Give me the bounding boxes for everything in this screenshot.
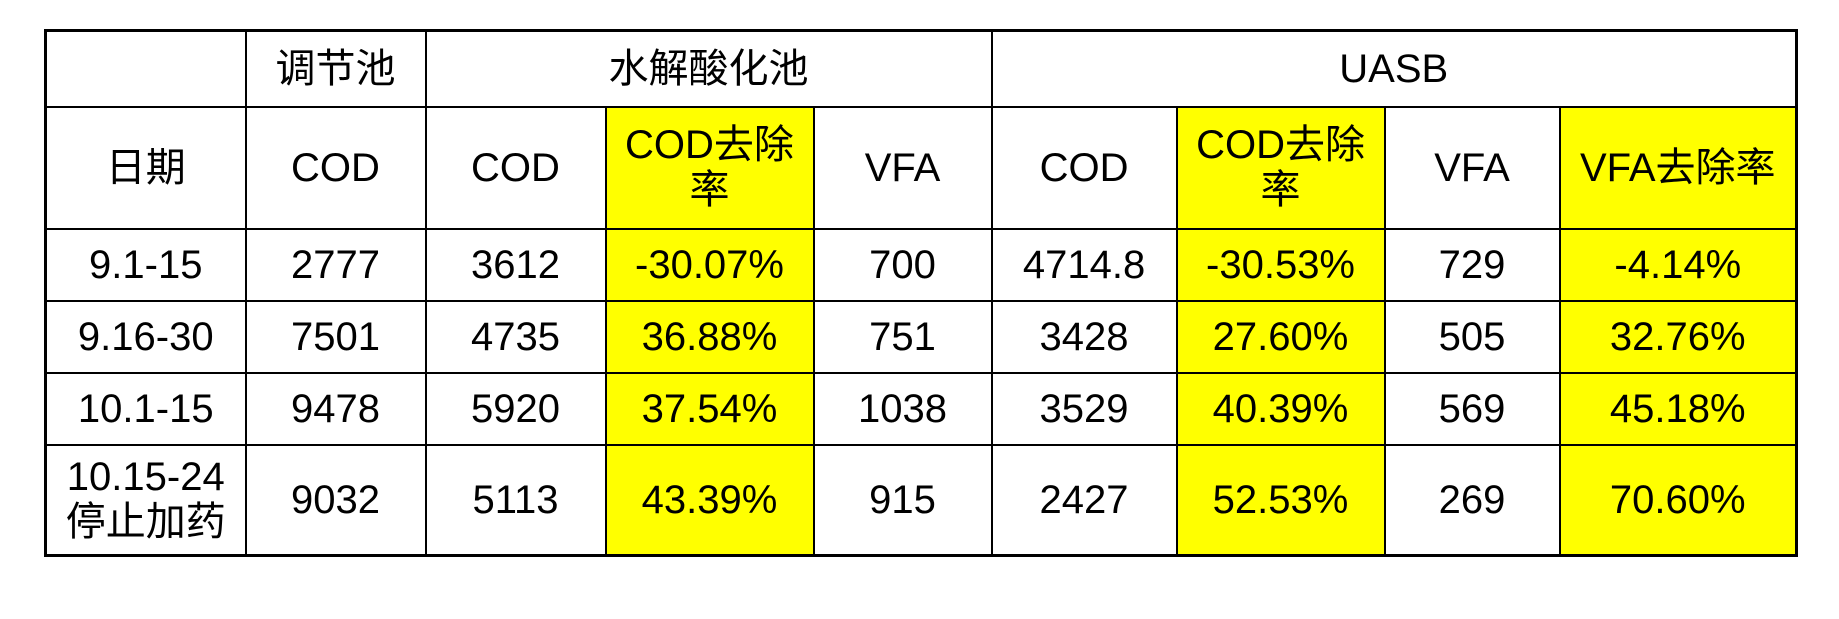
cell-tiaojiechi-cod: 9478 [244,372,427,446]
row-date-cell: 10.1-15 [44,372,247,446]
column-header-row: 日期 COD COD COD去除率 VFA COD COD去除率 VFA VFA… [44,106,1798,230]
cell-tiaojiechi-cod: 7501 [244,300,427,374]
cell-uasb-vfa-removal: 32.76% [1558,300,1798,374]
cell-shuijie-vfa: 751 [812,300,993,374]
column-header-shuijie-cod-removal: COD去除率 [604,106,815,230]
cell-uasb-cod-removal: -30.53% [1175,228,1386,302]
cell-uasb-vfa-removal: 45.18% [1558,372,1798,446]
group-header-uasb: UASB [990,29,1798,108]
cell-uasb-vfa-removal: 70.60% [1558,444,1798,557]
cell-shuijie-cod-removal: 37.54% [604,372,815,446]
cell-uasb-cod-removal: 27.60% [1175,300,1386,374]
table-row: 9.16-30 7501 4735 36.88% 751 3428 27.60%… [44,300,1798,374]
row-date-cell: 10.15-24 停止加药 [44,444,247,557]
cell-uasb-cod: 4714.8 [990,228,1178,302]
column-header-shuijie-cod: COD [424,106,607,230]
cell-shuijie-cod: 4735 [424,300,607,374]
cell-uasb-vfa-removal: -4.14% [1558,228,1798,302]
cell-shuijie-vfa: 915 [812,444,993,557]
column-header-uasb-vfa-removal: VFA去除率 [1558,106,1798,230]
cell-uasb-cod: 2427 [990,444,1178,557]
column-header-uasb-cod-removal: COD去除率 [1175,106,1386,230]
cell-uasb-cod-removal: 40.39% [1175,372,1386,446]
table-row: 9.1-15 2777 3612 -30.07% 700 4714.8 -30.… [44,228,1798,302]
cell-uasb-cod-removal: 52.53% [1175,444,1386,557]
group-header-tiaojiechi: 调节池 [244,29,427,108]
column-header-date: 日期 [44,106,247,230]
column-header-shuijie-vfa: VFA [812,106,993,230]
cell-uasb-cod: 3529 [990,372,1178,446]
water-treatment-data-table: 调节池 水解酸化池 UASB 日期 COD COD COD去除率 VFA COD… [44,29,1799,557]
cell-tiaojiechi-cod: 2777 [244,228,427,302]
column-header-uasb-vfa: VFA [1383,106,1561,230]
row-date-cell: 9.1-15 [44,228,247,302]
column-header-tiaojiechi-cod: COD [244,106,427,230]
cell-uasb-vfa: 729 [1383,228,1561,302]
group-header-blank [44,29,247,108]
table-row: 10.1-15 9478 5920 37.54% 1038 3529 40.39… [44,372,1798,446]
column-header-uasb-cod: COD [990,106,1178,230]
cell-shuijie-cod: 5113 [424,444,607,557]
data-table-container: 调节池 水解酸化池 UASB 日期 COD COD COD去除率 VFA COD… [44,29,1799,557]
cell-shuijie-cod: 3612 [424,228,607,302]
row-date-cell: 9.16-30 [44,300,247,374]
table-row: 10.15-24 停止加药 9032 5113 43.39% 915 2427 5… [44,444,1798,557]
cell-shuijie-vfa: 700 [812,228,993,302]
group-header-shuijiesuanhuachi: 水解酸化池 [424,29,993,108]
cell-shuijie-cod: 5920 [424,372,607,446]
row-date-line-1: 10.15-24 [66,455,225,500]
cell-shuijie-cod-removal: -30.07% [604,228,815,302]
cell-uasb-vfa: 569 [1383,372,1561,446]
cell-uasb-vfa: 269 [1383,444,1561,557]
cell-uasb-cod: 3428 [990,300,1178,374]
group-header-row: 调节池 水解酸化池 UASB [44,29,1798,108]
cell-shuijie-vfa: 1038 [812,372,993,446]
cell-uasb-vfa: 505 [1383,300,1561,374]
row-date-line-2: 停止加药 [65,500,226,544]
cell-shuijie-cod-removal: 36.88% [604,300,815,374]
cell-shuijie-cod-removal: 43.39% [604,444,815,557]
cell-tiaojiechi-cod: 9032 [244,444,427,557]
